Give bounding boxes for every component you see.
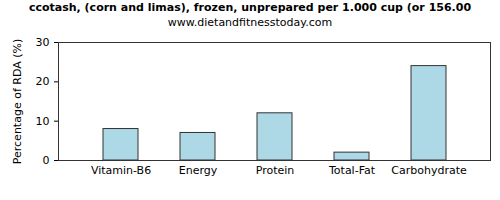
html-text:ccotash, (corn and limas), fro: ccotash, (corn and limas), frozen, unpre… (28, 1, 472, 14)
svg-text:20: 20 (36, 75, 50, 88)
svg-text:Total-Fat: Total-Fat (328, 164, 376, 177)
svg-text:Carbohydrate: Carbohydrate (391, 164, 467, 177)
svg-text:30: 30 (36, 36, 50, 49)
svg-text:Energy: Energy (179, 164, 218, 177)
svg-text:10: 10 (36, 115, 50, 128)
svg-text:Protein: Protein (256, 164, 295, 177)
svg-text:Percentage of RDA (%): Percentage of RDA (%) (11, 39, 24, 164)
html-text:www.dietandfitnesstoday.com: www.dietandfitnesstoday.com (167, 16, 333, 29)
svg-text:0: 0 (43, 154, 50, 167)
svg-text:Vitamin-B6: Vitamin-B6 (91, 164, 151, 177)
